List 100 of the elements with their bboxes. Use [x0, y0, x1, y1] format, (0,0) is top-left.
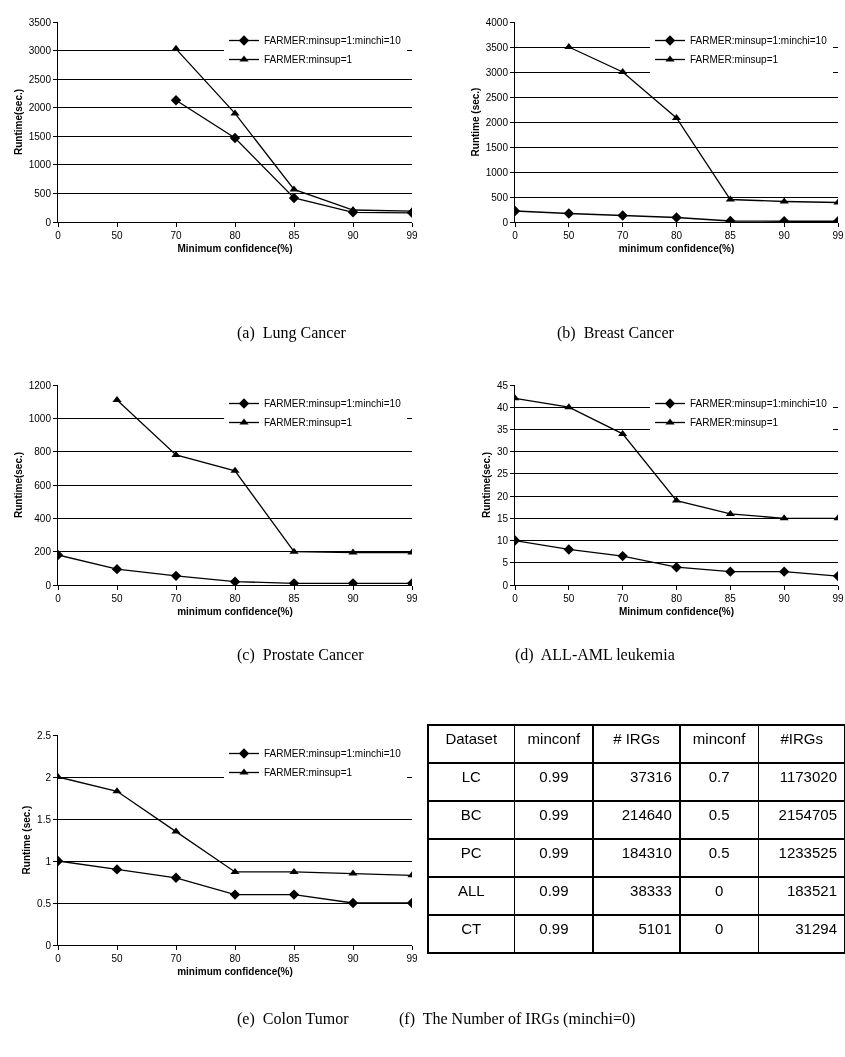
- y-tick-label: 1500: [28, 130, 52, 142]
- text: 184310: [621, 844, 672, 862]
- x-tick-label: 99: [832, 593, 844, 604]
- y-axis-title: Runtime(sec.): [12, 88, 24, 156]
- point: [779, 197, 789, 204]
- text: 183521: [786, 882, 837, 900]
- text: 2154705: [778, 806, 837, 824]
- point: [170, 872, 182, 883]
- x-tick-label: 99: [832, 230, 844, 241]
- y-axis-title: Runtime(sec.): [12, 451, 24, 519]
- point: [230, 466, 240, 473]
- x-tick-label: 80: [670, 593, 683, 604]
- x-tick-label: 80: [229, 953, 241, 964]
- legend-label: FARMER:minsup=1: [690, 54, 779, 66]
- x-tick-label: 80: [229, 230, 241, 241]
- text: CT: [461, 920, 482, 938]
- x-tick-label: 90: [778, 593, 791, 604]
- point: [229, 576, 241, 585]
- legend-label: FARMER:minsup=1:minchi=10: [264, 398, 402, 410]
- text: LC: [461, 768, 481, 786]
- y-tick-label: 30: [496, 446, 509, 458]
- y-tick-label: 1000: [485, 166, 509, 178]
- x-tick-label: 50: [563, 230, 575, 241]
- point: [671, 212, 682, 222]
- x-tick-label: 80: [229, 593, 241, 604]
- y-tick-label: 1200: [28, 379, 52, 391]
- text: 0.5: [708, 806, 730, 824]
- y-tick-label: 20: [496, 490, 509, 502]
- x-tick-label: 85: [288, 953, 300, 964]
- legend-label: FARMER:minsup=1:minchi=10: [264, 35, 402, 47]
- category-label: 0: [714, 882, 724, 900]
- y-tick-label: 5: [502, 557, 509, 569]
- y-tick-label: 1.5: [37, 813, 52, 825]
- y-tick-label: 800: [34, 446, 52, 458]
- point: [111, 864, 123, 875]
- legend-label: FARMER:minsup=1:minchi=10: [264, 748, 402, 760]
- x-tick-label: 85: [724, 593, 737, 604]
- x-tick-label: 80: [670, 230, 683, 241]
- y-tick-label: 25: [496, 468, 509, 480]
- text: 37316: [630, 768, 672, 786]
- y-tick-label: 2: [45, 771, 52, 783]
- category-label: minconf: [692, 730, 747, 748]
- x-axis-title: minimum confidence(%): [177, 605, 293, 617]
- x-tick-label: 90: [347, 230, 359, 241]
- y-tick-label: 3000: [28, 45, 52, 57]
- x-tick-label: 85: [288, 593, 300, 604]
- x-axis-title: Minimum confidence(%): [618, 605, 735, 617]
- point: [111, 563, 123, 575]
- text: 1233525: [778, 844, 837, 862]
- point: [778, 566, 790, 577]
- y-tick-label: 1000: [28, 159, 52, 171]
- point: [230, 867, 240, 874]
- text: 0.7: [708, 768, 730, 786]
- x-tick-label: 0: [55, 953, 62, 964]
- y-tick-label: 3000: [485, 66, 509, 78]
- x-tick-label: 0: [55, 593, 62, 604]
- point: [725, 195, 735, 202]
- y-tick-label: 10: [496, 535, 509, 547]
- y-tick-label: 3500: [485, 41, 509, 53]
- legend-label: FARMER:minsup=1: [264, 417, 353, 429]
- y-tick-label: 4000: [485, 16, 509, 28]
- y-axis-title: Runtime (sec.): [469, 87, 481, 157]
- x-tick-label: 99: [406, 953, 418, 964]
- point: [171, 827, 181, 834]
- legend-label: FARMER:minsup=1: [264, 767, 353, 779]
- y-tick-label: 600: [34, 479, 52, 491]
- point: [671, 562, 682, 573]
- x-tick-label: 70: [170, 953, 182, 964]
- text: 0.5: [708, 844, 730, 862]
- text: (f) The Number of IRGs (minchi=0): [399, 1010, 636, 1028]
- y-tick-label: 35: [496, 423, 509, 435]
- x-tick-label: 50: [111, 953, 123, 964]
- x-tick-label: 90: [778, 230, 791, 241]
- x-axis-title: minimum confidence(%): [618, 242, 735, 254]
- category-label: #IRGs: [780, 730, 823, 748]
- y-tick-label: 45: [496, 379, 509, 391]
- y-tick-label: 2500: [485, 91, 509, 103]
- text: BC: [460, 806, 482, 824]
- text: 214640: [621, 806, 672, 824]
- text: 0.99: [539, 844, 569, 862]
- y-tick-label: 0: [45, 216, 52, 228]
- legend-label: FARMER:minsup=1:minchi=10: [690, 35, 828, 47]
- y-tick-label: 0.5: [37, 897, 52, 909]
- point: [348, 869, 358, 876]
- point: [289, 867, 299, 874]
- text: 0.99: [539, 882, 569, 900]
- x-tick-label: 0: [55, 230, 62, 241]
- point: [229, 889, 241, 900]
- x-tick-label: 50: [111, 593, 123, 604]
- text: 38333: [630, 882, 672, 900]
- y-tick-label: 0: [45, 939, 52, 951]
- x-tick-label: 70: [170, 593, 182, 604]
- text: 0.99: [539, 768, 569, 786]
- y-axis-title: Runtime(sec.): [480, 451, 492, 519]
- category-label: minconf: [527, 730, 581, 748]
- text: (c) Prostate Cancer: [237, 646, 365, 664]
- point: [618, 429, 628, 436]
- point: [725, 509, 735, 516]
- x-tick-label: 85: [288, 230, 300, 241]
- x-axis-title: Minimum confidence(%): [177, 242, 293, 254]
